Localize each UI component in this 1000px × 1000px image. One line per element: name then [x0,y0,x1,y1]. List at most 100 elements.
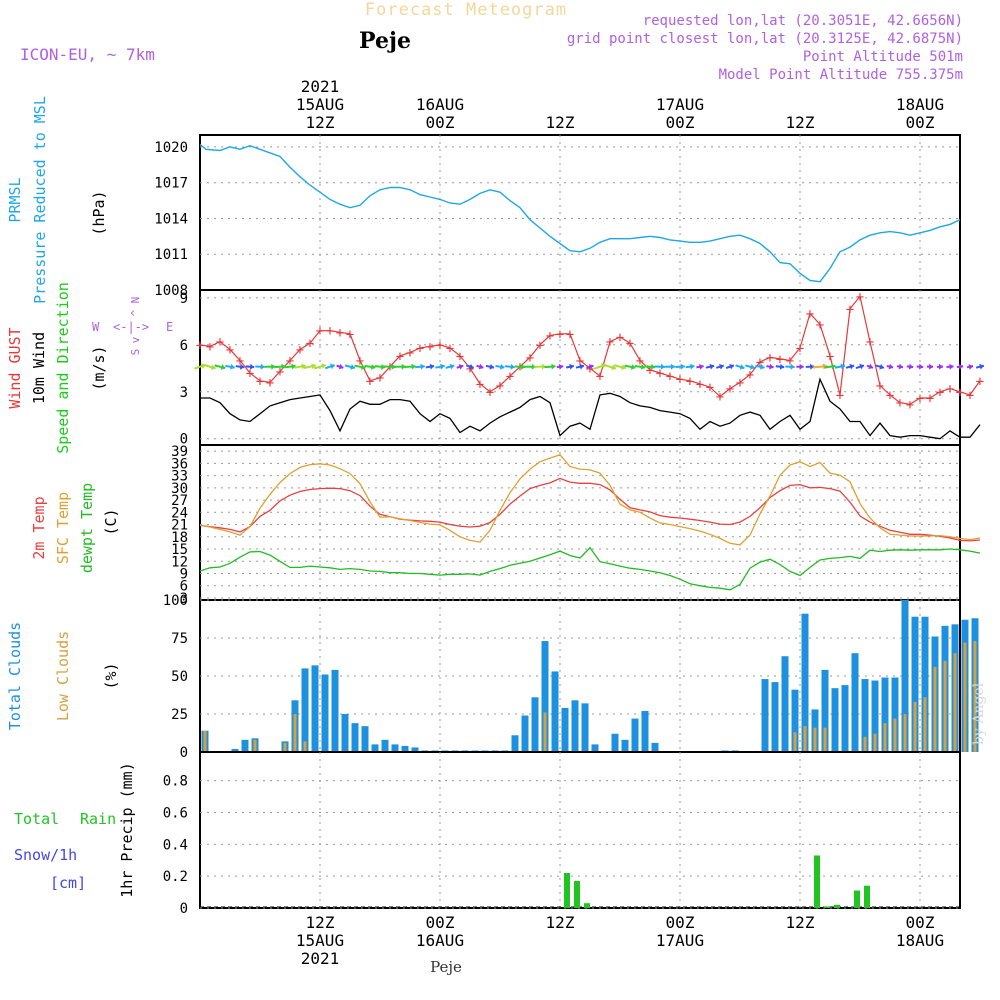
wind-gust-marker: + [556,327,564,343]
rain-total-label: Total [14,810,59,828]
low-clouds-bar [943,660,947,752]
wind-gust-marker: + [796,341,804,357]
wind-gust-marker: + [326,324,334,340]
wind-gust-marker: + [926,391,934,407]
total-clouds-bar [791,689,799,752]
wind-direction-arrow [766,363,774,370]
total-clouds-bar [341,714,349,752]
low-clouds-bar [953,653,957,752]
wind-direction-arrow [435,363,445,370]
pressure-ytick-label: 1011 [154,247,188,263]
wind-gust-marker: + [226,342,234,358]
wind-direction-arrow [384,363,396,370]
wind-gust-marker: + [256,374,264,390]
wind-direction-arrow [755,363,765,370]
wind-direction-arrow [812,363,828,370]
wind-direction-arrow [495,363,505,370]
wind-direction-arrow [613,364,627,371]
bottom-time-axis-label: 12Z [546,913,575,932]
sfc-temp-label: SFC Temp [54,492,72,564]
wind-direction-arrow [675,363,685,370]
bottom-time-axis-label: 00Z [906,913,935,932]
pressure-ytick-label: 1017 [154,176,188,192]
total-clouds-bar [651,742,659,752]
rain-bar [824,906,830,908]
wind-direction-arrow [303,363,317,370]
wind-gust-marker: + [376,371,384,387]
wind-gust-marker: + [716,389,724,405]
wind-direction-arrow [796,363,804,370]
low-clouds-bar [903,714,907,752]
temperature-frame [199,444,961,601]
total-clouds-label: Total Clouds [6,622,24,730]
wind-gust-marker: + [196,338,204,354]
low-clouds-bar [203,730,207,752]
wind-gust-marker: + [456,349,464,365]
wind-gust-marker: + [776,352,784,368]
wind-direction-arrow [476,363,484,370]
clouds-ytick-label: 25 [171,707,188,723]
wind-direction-arrow [975,363,985,370]
wind-gust-marker: + [746,368,754,384]
total-clouds-bar [861,679,869,752]
wind-gust-marker: + [976,374,984,390]
wind-gust-marker: + [906,397,914,413]
wind-direction-arrow [445,363,455,370]
low-clouds-bar [803,726,807,752]
total-clouds-bar [301,668,309,752]
low-clouds-bar [543,712,547,752]
wind-direction-arrow [866,363,874,370]
wind-direction-arrow [324,363,336,370]
wind-gust-marker: + [616,330,624,346]
total-clouds-bar [621,739,629,752]
wind-direction-arrow [566,363,574,370]
wind-gust-marker: + [896,396,904,412]
wind-direction-arrow [354,364,366,370]
wind-direction-arrow [725,363,735,370]
top-time-axis-label: 17AUG [656,95,704,114]
total-clouds-bar [331,669,339,752]
wind-gust-marker: + [366,374,374,390]
wind-direction-arrow [946,363,954,370]
wind-gust-marker: + [866,335,874,351]
wind-gust-label: Wind GUST [6,327,24,408]
wind-direction-arrow [544,363,556,370]
total-clouds-bar [541,641,549,752]
rain-bar [574,880,580,908]
low-clouds-bar [823,727,827,752]
wind-direction-arrow [374,363,386,370]
wind-gust-marker: + [236,353,244,369]
pressure-label-prmsl: PRMSL [6,177,24,222]
wind-direction-arrow [855,363,865,370]
wind-direction-arrow [466,363,474,370]
snow-label: Snow/1h [14,846,77,864]
wind-gust-marker: + [806,306,814,322]
wind-ytick-label: 9 [180,291,188,307]
wind-gust-marker: + [546,328,554,344]
total-clouds-bar [561,707,569,752]
wind-gust-marker: + [836,388,844,404]
wind-gust-marker: + [826,349,834,365]
compass-east: E [166,320,173,334]
bottom-time-axis-label: 12Z [786,913,815,932]
wind-direction-arrow [514,363,526,370]
wind-gust-marker: + [766,350,774,366]
wind-direction-arrow [665,363,675,370]
wind-direction-arrow [906,363,914,370]
grid-point-coordinates: grid point closest lon,lat (20.3125E, 42… [567,31,963,47]
wind-gust-marker: + [666,369,674,385]
low-clouds-bar [893,718,897,752]
low-clouds-bar [863,736,867,752]
wind-gust-marker: + [706,380,714,396]
temperature-ytick-label: 24 [171,505,188,521]
precip-unit-label: 1hr Precip (mm) [118,762,136,897]
snow-unit-label: [cm] [50,874,86,892]
requested-coordinates: requested lon,lat (20.3051E, 42.6656N) [643,13,963,29]
total-clouds-bar [591,744,599,752]
wind-direction-arrow [916,363,924,370]
wind-gust-marker: + [416,341,424,357]
wind-direction-arrow [344,364,356,370]
bottom-time-axis-label: 15AUG [296,931,344,950]
